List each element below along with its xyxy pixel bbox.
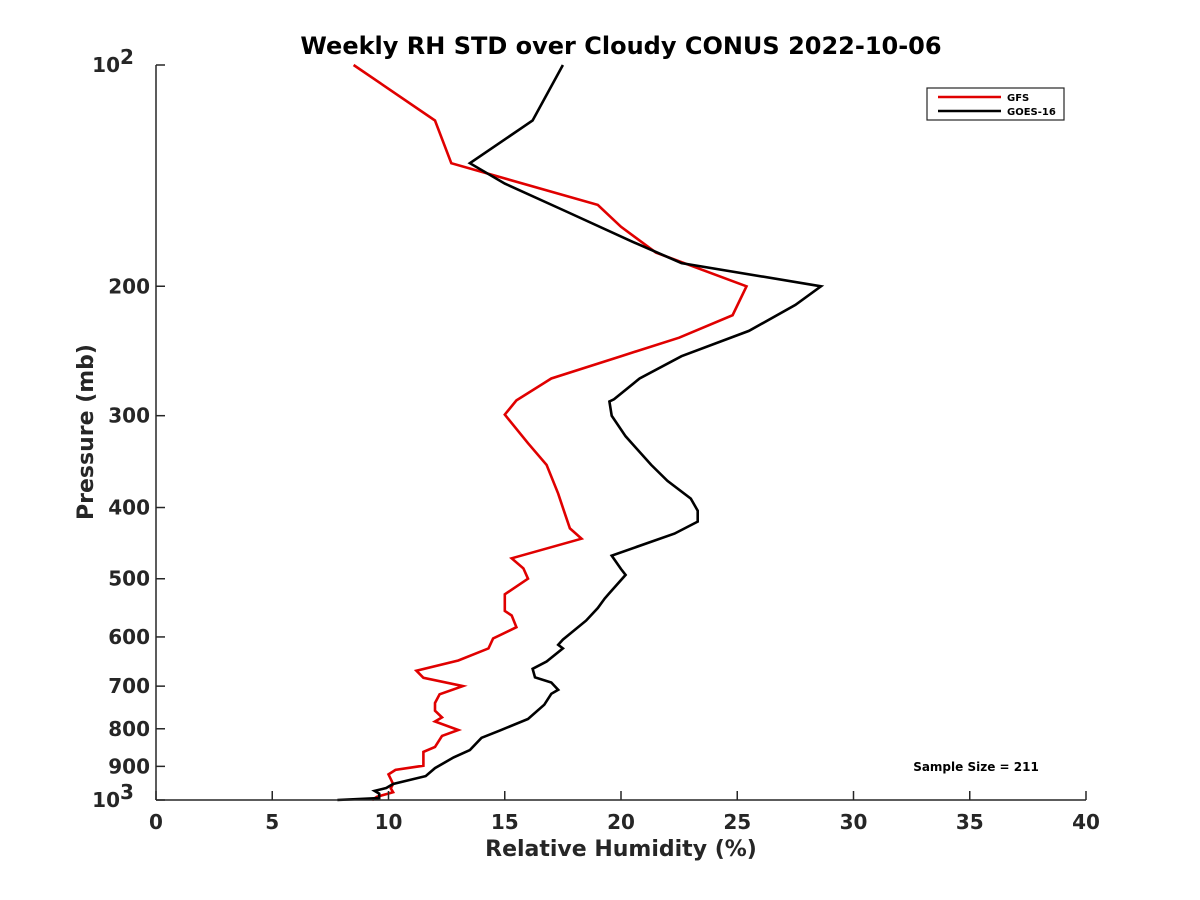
legend: GFS GOES-16 — [926, 87, 1065, 121]
x-tick-label: 25 — [723, 810, 751, 834]
x-tick-label: 35 — [956, 810, 984, 834]
series-line-goes16 — [337, 64, 825, 802]
y-tick-label: 700 — [108, 674, 150, 698]
series-line-gfs — [352, 63, 749, 802]
y-tick-label: 300 — [108, 404, 150, 428]
y-tick-label: 500 — [108, 567, 150, 591]
y-tick-label: 600 — [108, 625, 150, 649]
y-axis-label: Pressure (mb) — [74, 344, 99, 520]
y-tick-label: 10 — [92, 53, 120, 77]
x-tick-label: 0 — [149, 810, 163, 834]
y-tick-label: 200 — [108, 274, 150, 298]
legend-box — [926, 87, 1065, 121]
y-tick-exponent: 2 — [120, 45, 134, 69]
y-tick-label: 400 — [108, 496, 150, 520]
legend-label-goes16: GOES-16 — [1007, 107, 1056, 118]
x-ticks: 0 5 10 15 20 25 30 35 40 — [149, 791, 1100, 834]
y-tick-label: 900 — [108, 754, 150, 778]
y-tick-exponent: 3 — [120, 780, 134, 804]
x-tick-label: 10 — [375, 810, 403, 834]
x-tick-label: 30 — [840, 810, 868, 834]
chart-title: Weekly RH STD over Cloudy CONUS 2022-10-… — [300, 32, 941, 60]
sample-size-annotation: Sample Size = 211 — [913, 760, 1039, 774]
x-tick-label: 5 — [265, 810, 279, 834]
y-tick-label: 800 — [108, 717, 150, 741]
series-layer — [337, 63, 825, 802]
x-tick-label: 40 — [1072, 810, 1100, 834]
x-axis-label: Relative Humidity (%) — [485, 837, 757, 862]
x-tick-label: 20 — [607, 810, 635, 834]
y-tick-label: 10 — [92, 788, 120, 812]
x-tick-label: 15 — [491, 810, 519, 834]
legend-label-gfs: GFS — [1007, 93, 1029, 104]
